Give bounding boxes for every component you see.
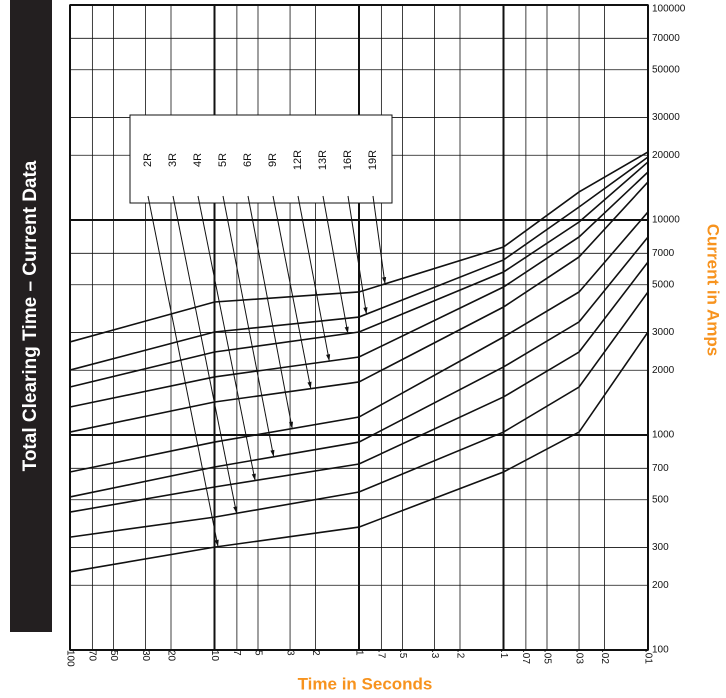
y-axis-label: Current in Amps — [704, 224, 723, 357]
y-tick-label: 30000 — [652, 112, 680, 123]
legend-label: 6R — [242, 153, 254, 167]
series-line — [69, 151, 649, 343]
y-tick-label: 50000 — [652, 64, 680, 75]
pointer-arrow — [322, 195, 349, 334]
x-tick-label: 10 — [209, 650, 220, 662]
series-line — [69, 156, 649, 371]
x-tick-label: 3 — [284, 650, 295, 656]
arrow-head — [344, 326, 349, 334]
x-tick-label: 70 — [87, 650, 98, 662]
y-tick-label: 10000 — [652, 215, 680, 226]
arrow-head — [233, 506, 238, 514]
legend-label: 12R — [292, 150, 304, 170]
x-tick-label: 7 — [231, 650, 242, 656]
x-tick-label: 100 — [64, 650, 75, 667]
x-tick-label: .1 — [498, 650, 509, 659]
x-tick-label: 5 — [252, 650, 263, 656]
arrow-head — [288, 421, 294, 429]
pointer-arrow — [272, 195, 312, 389]
x-tick-label: 30 — [140, 650, 151, 662]
y-tick-label: 700 — [652, 463, 669, 474]
y-tick-label: 300 — [652, 542, 669, 553]
x-axis-label: Time in Seconds — [298, 674, 433, 693]
y-tick-label: 200 — [652, 580, 669, 591]
legend-label: 4R — [192, 153, 204, 167]
pointer-arrow — [172, 195, 238, 514]
y-tick-label: 3000 — [652, 327, 675, 338]
x-tick-label: .5 — [397, 650, 408, 659]
series-line — [69, 331, 649, 573]
pointer-arrow — [147, 195, 219, 547]
y-tick-label: 1000 — [652, 430, 675, 441]
series-line — [69, 261, 649, 513]
y-tick-label: 100000 — [652, 4, 686, 15]
y-tick-label: 5000 — [652, 279, 675, 290]
legend-box — [129, 114, 393, 204]
x-tick-label: .7 — [376, 650, 387, 659]
x-tick-label: .03 — [573, 650, 584, 664]
arrow-head — [270, 449, 275, 457]
pointer-arrow — [297, 195, 330, 362]
x-tick-label: .01 — [642, 650, 653, 664]
x-tick-label: .3 — [429, 650, 440, 659]
series-line — [69, 291, 649, 538]
x-tick-label: .2 — [454, 650, 465, 659]
series-line — [69, 211, 649, 473]
x-tick-label: 1 — [353, 650, 364, 656]
legend-label: 16R — [342, 150, 354, 170]
y-tick-label: 100 — [652, 645, 669, 656]
x-tick-label: 20 — [165, 650, 176, 662]
y-tick-label: 70000 — [652, 33, 680, 44]
pointer-arrow — [372, 195, 386, 284]
y-tick-label: 20000 — [652, 150, 680, 161]
pointer-arrow — [247, 195, 293, 429]
arrow-head — [307, 381, 312, 389]
arrow-head — [326, 354, 331, 362]
series-line — [69, 161, 649, 388]
title-band — [10, 0, 52, 632]
arrow-head — [251, 473, 256, 481]
pointer-arrow — [197, 195, 256, 481]
x-tick-label: .07 — [520, 650, 531, 664]
chart-title: Total Clearing Time – Current Data — [20, 160, 41, 471]
legend-label: 2R — [142, 153, 154, 167]
pointer-arrow — [347, 195, 367, 315]
legend-label: 13R — [317, 150, 329, 170]
x-tick-label: .05 — [541, 650, 552, 664]
y-tick-label: 500 — [652, 494, 669, 505]
x-tick-label: .02 — [599, 650, 610, 664]
x-tick-label: 50 — [108, 650, 119, 662]
series-line — [69, 171, 649, 408]
pointer-arrow — [222, 195, 275, 457]
y-tick-label: 7000 — [652, 248, 675, 259]
legend-label: 3R — [167, 153, 179, 167]
legend-label: 5R — [217, 153, 229, 167]
legend-label: 9R — [267, 153, 279, 167]
arrow-head — [363, 307, 368, 315]
x-tick-label: 2 — [310, 650, 321, 656]
legend-label: 19R — [367, 150, 379, 170]
arrow-head — [214, 539, 219, 547]
arrow-head — [382, 276, 387, 284]
y-tick-label: 2000 — [652, 365, 675, 376]
series-line — [69, 236, 649, 498]
